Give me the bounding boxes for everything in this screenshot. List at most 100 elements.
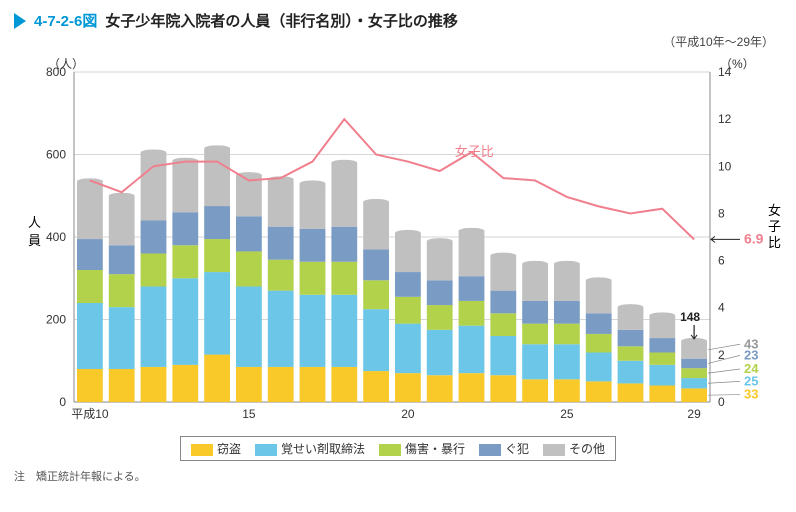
svg-text:20: 20 bbox=[401, 407, 415, 421]
ratio-label: 女子比 bbox=[455, 144, 494, 159]
bar-seg bbox=[204, 148, 230, 206]
bar-seg bbox=[427, 280, 453, 305]
svg-text:6.9: 6.9 bbox=[744, 230, 764, 246]
header-marker bbox=[14, 13, 26, 29]
bar-seg bbox=[77, 369, 103, 402]
svg-text:（人）: （人） bbox=[48, 57, 84, 71]
bar-seg bbox=[618, 346, 644, 360]
bar-seg bbox=[331, 367, 357, 402]
bar-seg bbox=[554, 301, 580, 324]
bar-seg bbox=[331, 227, 357, 262]
bar-seg bbox=[522, 301, 548, 324]
bar-seg bbox=[300, 295, 326, 367]
bar-seg bbox=[522, 264, 548, 301]
bar-seg bbox=[459, 373, 485, 402]
svg-text:400: 400 bbox=[46, 230, 66, 244]
legend-item: 窃盗 bbox=[191, 440, 241, 457]
svg-text:人: 人 bbox=[28, 215, 41, 230]
bar-seg bbox=[522, 379, 548, 402]
svg-text:8: 8 bbox=[718, 206, 725, 220]
bar-seg bbox=[490, 256, 516, 291]
bar-seg bbox=[172, 161, 198, 213]
bar-seg bbox=[395, 297, 421, 324]
legend-item: 傷害・暴行 bbox=[379, 440, 465, 457]
legend-item: その他 bbox=[543, 440, 605, 457]
bar-seg bbox=[649, 353, 675, 365]
bar-seg bbox=[459, 276, 485, 301]
bar-seg bbox=[586, 334, 612, 353]
chart-header: 4-7-2-6図 女子少年院入院者の人員（非行名別）・女子比の推移 bbox=[14, 10, 782, 31]
bar-seg bbox=[141, 152, 167, 220]
bar-seg bbox=[427, 375, 453, 402]
bar-seg bbox=[331, 295, 357, 367]
bar-seg bbox=[554, 264, 580, 301]
bar-seg bbox=[395, 324, 421, 374]
bar-seg bbox=[618, 307, 644, 330]
period-label: （平成10年～29年） bbox=[14, 33, 774, 50]
bar-seg bbox=[649, 386, 675, 403]
bar-seg bbox=[427, 241, 453, 280]
bar-seg bbox=[490, 291, 516, 314]
bar-seg bbox=[586, 313, 612, 334]
bar-seg bbox=[649, 338, 675, 352]
svg-text:員: 員 bbox=[28, 233, 41, 248]
bar-seg bbox=[204, 355, 230, 402]
bar-seg bbox=[681, 378, 707, 388]
bar-seg bbox=[649, 315, 675, 338]
bar-seg bbox=[141, 287, 167, 367]
svg-text:10: 10 bbox=[718, 159, 732, 173]
svg-text:200: 200 bbox=[46, 313, 66, 327]
bar-seg bbox=[268, 179, 294, 226]
bar-seg bbox=[331, 163, 357, 227]
bar-seg bbox=[204, 239, 230, 272]
bar-seg bbox=[172, 278, 198, 365]
bar-seg bbox=[172, 245, 198, 278]
bar-seg bbox=[363, 202, 389, 249]
bar-seg bbox=[490, 313, 516, 336]
bar-seg bbox=[300, 367, 326, 402]
bar-seg bbox=[363, 371, 389, 402]
bar-seg bbox=[236, 287, 262, 367]
bar-seg bbox=[427, 305, 453, 330]
bar-seg bbox=[109, 274, 135, 307]
bar-seg bbox=[300, 262, 326, 295]
svg-text:（%）: （%） bbox=[720, 57, 755, 71]
bar-seg bbox=[459, 326, 485, 373]
bar-seg bbox=[490, 336, 516, 375]
bar-seg bbox=[618, 383, 644, 402]
legend-item: ぐ犯 bbox=[479, 440, 529, 457]
bar-seg bbox=[268, 227, 294, 260]
svg-text:25: 25 bbox=[560, 407, 574, 421]
bar-seg bbox=[681, 368, 707, 378]
svg-text:女: 女 bbox=[768, 203, 781, 218]
bar-seg bbox=[618, 361, 644, 384]
chart: 020040060080002468101214女子比平成1015202529（… bbox=[14, 52, 782, 462]
bar-seg bbox=[268, 291, 294, 367]
svg-text:29: 29 bbox=[687, 407, 701, 421]
bar-seg bbox=[395, 272, 421, 297]
bar-seg bbox=[363, 249, 389, 280]
bar-seg bbox=[236, 251, 262, 286]
bar-seg bbox=[77, 270, 103, 303]
bar-seg bbox=[363, 280, 389, 309]
bar-seg bbox=[300, 183, 326, 228]
bar-seg bbox=[554, 344, 580, 379]
bar-seg bbox=[681, 359, 707, 368]
bar-seg bbox=[77, 239, 103, 270]
bar-seg bbox=[427, 330, 453, 375]
bar-seg bbox=[236, 216, 262, 251]
svg-text:12: 12 bbox=[718, 112, 732, 126]
bar-seg bbox=[554, 379, 580, 402]
svg-text:0: 0 bbox=[59, 395, 66, 409]
figure-title: 女子少年院入院者の人員（非行名別）・女子比の推移 bbox=[105, 10, 458, 31]
svg-text:148: 148 bbox=[680, 310, 700, 324]
svg-text:平成10: 平成10 bbox=[71, 407, 109, 421]
bar-seg bbox=[363, 309, 389, 371]
bar-seg bbox=[681, 388, 707, 402]
bar-seg bbox=[586, 381, 612, 402]
svg-text:6: 6 bbox=[718, 254, 725, 268]
bar-seg bbox=[204, 206, 230, 239]
bar-seg bbox=[395, 373, 421, 402]
bar-seg bbox=[141, 367, 167, 402]
bar-seg bbox=[141, 254, 167, 287]
